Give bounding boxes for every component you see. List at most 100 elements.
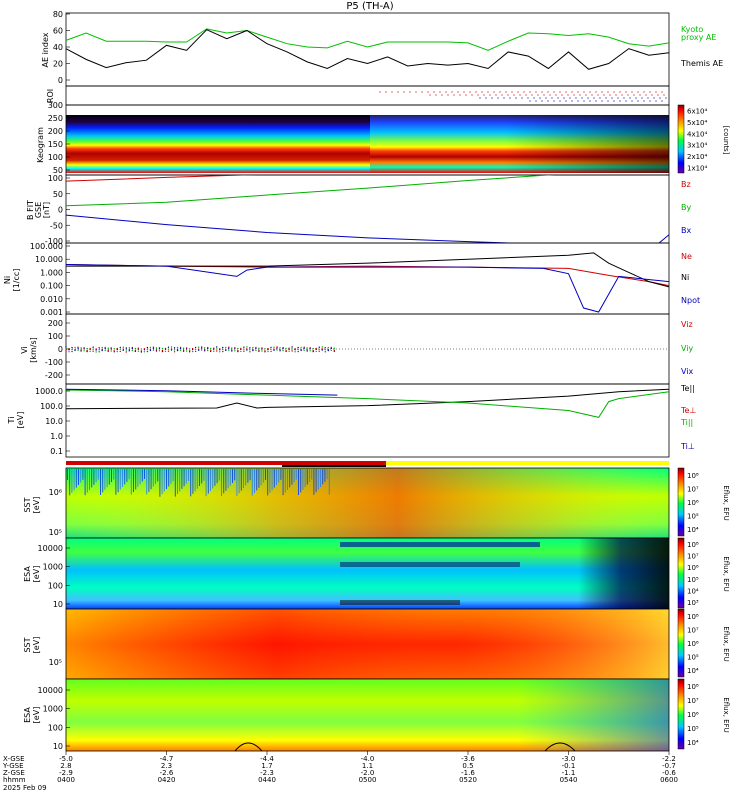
velocity-point — [282, 349, 284, 352]
sst-ion-stripe — [258, 469, 260, 488]
velocity-point — [222, 348, 224, 351]
velocity-point — [216, 346, 218, 348]
velocity-point — [267, 347, 269, 350]
sst-ion-stripe — [320, 469, 321, 487]
sst-ion-stripe — [170, 469, 172, 484]
velocity-point — [264, 351, 266, 353]
roi-dot — [485, 97, 487, 99]
sst-ion-stripe — [97, 469, 99, 480]
ae-legend-proxy: proxy AE — [681, 33, 716, 42]
sst-ion-stripe — [256, 469, 258, 491]
roi-dot — [655, 91, 657, 93]
density-series-line — [66, 252, 670, 288]
roi-dot — [439, 91, 441, 93]
velocity-point — [104, 347, 106, 350]
velocity-point — [203, 349, 206, 351]
roi-dot — [469, 91, 471, 93]
sst-ion-stripe — [168, 469, 170, 487]
bfield-ytick: -50 — [50, 221, 63, 230]
velocity-point — [309, 347, 311, 349]
roi-dot — [555, 94, 557, 96]
density-ylabel2: [1/cc] — [12, 269, 21, 292]
velocity-point — [125, 349, 128, 351]
sst-elec-ylabel2: [eV] — [32, 637, 41, 654]
ae-panel: AE index 0 20 40 60 80 Kyoto proxy AE Themis… — [41, 10, 723, 87]
sst-ion-stripe — [179, 469, 181, 492]
sst-ion-stripe — [86, 469, 88, 493]
velocity-point — [246, 349, 248, 351]
sst-ion-stripe — [75, 469, 77, 488]
sst-ion-stripe — [302, 469, 304, 490]
roi-dot — [537, 94, 539, 96]
keogram-cbar-tick: 2x10⁴ — [687, 153, 708, 161]
velocity-point — [300, 349, 302, 352]
velocity-point — [74, 346, 76, 349]
roi-dot — [655, 100, 657, 102]
esa-ion-ytick: 10000 — [38, 544, 63, 553]
velocity-point — [285, 349, 287, 352]
roi-dot — [613, 100, 615, 102]
density-series-line — [65, 263, 670, 313]
roi-dot — [565, 100, 567, 102]
sst-ion-stripe — [117, 469, 119, 493]
roi-dot — [585, 94, 587, 96]
temperature-ytick: 100.0 — [40, 402, 63, 411]
roi-dot — [625, 100, 627, 102]
velocity-point — [182, 349, 185, 351]
velocity-point — [86, 350, 88, 353]
velocity-point — [285, 350, 287, 353]
sst-ion-stripe — [234, 469, 236, 481]
roi-dot — [415, 91, 417, 93]
velocity-point — [222, 350, 224, 353]
roi-dot — [661, 100, 663, 102]
esa-elec-ytick: 10 — [53, 742, 63, 751]
roi-dot — [581, 97, 583, 99]
keogram-cbar-tick: 6x10⁴ — [687, 108, 708, 116]
velocity-point — [291, 350, 293, 352]
velocity-point — [276, 347, 278, 349]
ae-plot — [65, 28, 670, 70]
sst-ion-stripe — [214, 469, 216, 486]
roi-dot — [639, 94, 641, 96]
velocity-point — [173, 347, 176, 349]
time-tick-z: -1.1 — [562, 769, 576, 777]
velocity-point — [291, 348, 293, 350]
velocity-point — [131, 346, 134, 349]
time-tick-x: -5.0 — [59, 755, 73, 763]
sst-ion-stripe — [172, 469, 174, 482]
roi-dot — [583, 91, 585, 93]
time-tick-x: -3.6 — [461, 755, 475, 763]
roi-dot — [603, 94, 605, 96]
velocity-point — [327, 349, 330, 352]
roi-dot — [529, 100, 531, 102]
velocity-point — [309, 348, 311, 350]
velocity-point — [255, 347, 257, 350]
roi-dot — [493, 91, 495, 93]
roi-dot — [445, 91, 447, 93]
sst-ion-stripe — [243, 469, 244, 488]
keogram-ytick: 150 — [48, 140, 63, 149]
velocity-point — [276, 346, 278, 348]
velocity-point — [143, 349, 146, 351]
sst-ion-stripe — [128, 469, 130, 480]
esa-ion-cbar-tick: 10⁶ — [687, 564, 699, 572]
sst-ion-stripe — [291, 469, 293, 485]
ae-legend-themis: Themis AE — [680, 59, 723, 68]
velocity-point — [71, 348, 73, 351]
sst-ion-stripe — [240, 469, 242, 491]
roi-dot — [535, 91, 537, 93]
velocity-point — [128, 350, 131, 352]
roi-dot — [403, 91, 405, 93]
roi-dot — [635, 97, 637, 99]
temp-legend-tipar: Ti|| — [680, 418, 693, 427]
velocity-point — [137, 348, 140, 350]
sst-ion-stripe — [229, 469, 231, 486]
roi-dot — [641, 97, 643, 99]
velocity-point — [288, 347, 290, 349]
velocity-point — [197, 346, 200, 348]
roi-dot — [647, 97, 649, 99]
velocity-point — [125, 347, 128, 349]
velocity-point — [140, 350, 143, 352]
velocity-point — [258, 349, 260, 351]
velocity-point — [95, 349, 97, 351]
